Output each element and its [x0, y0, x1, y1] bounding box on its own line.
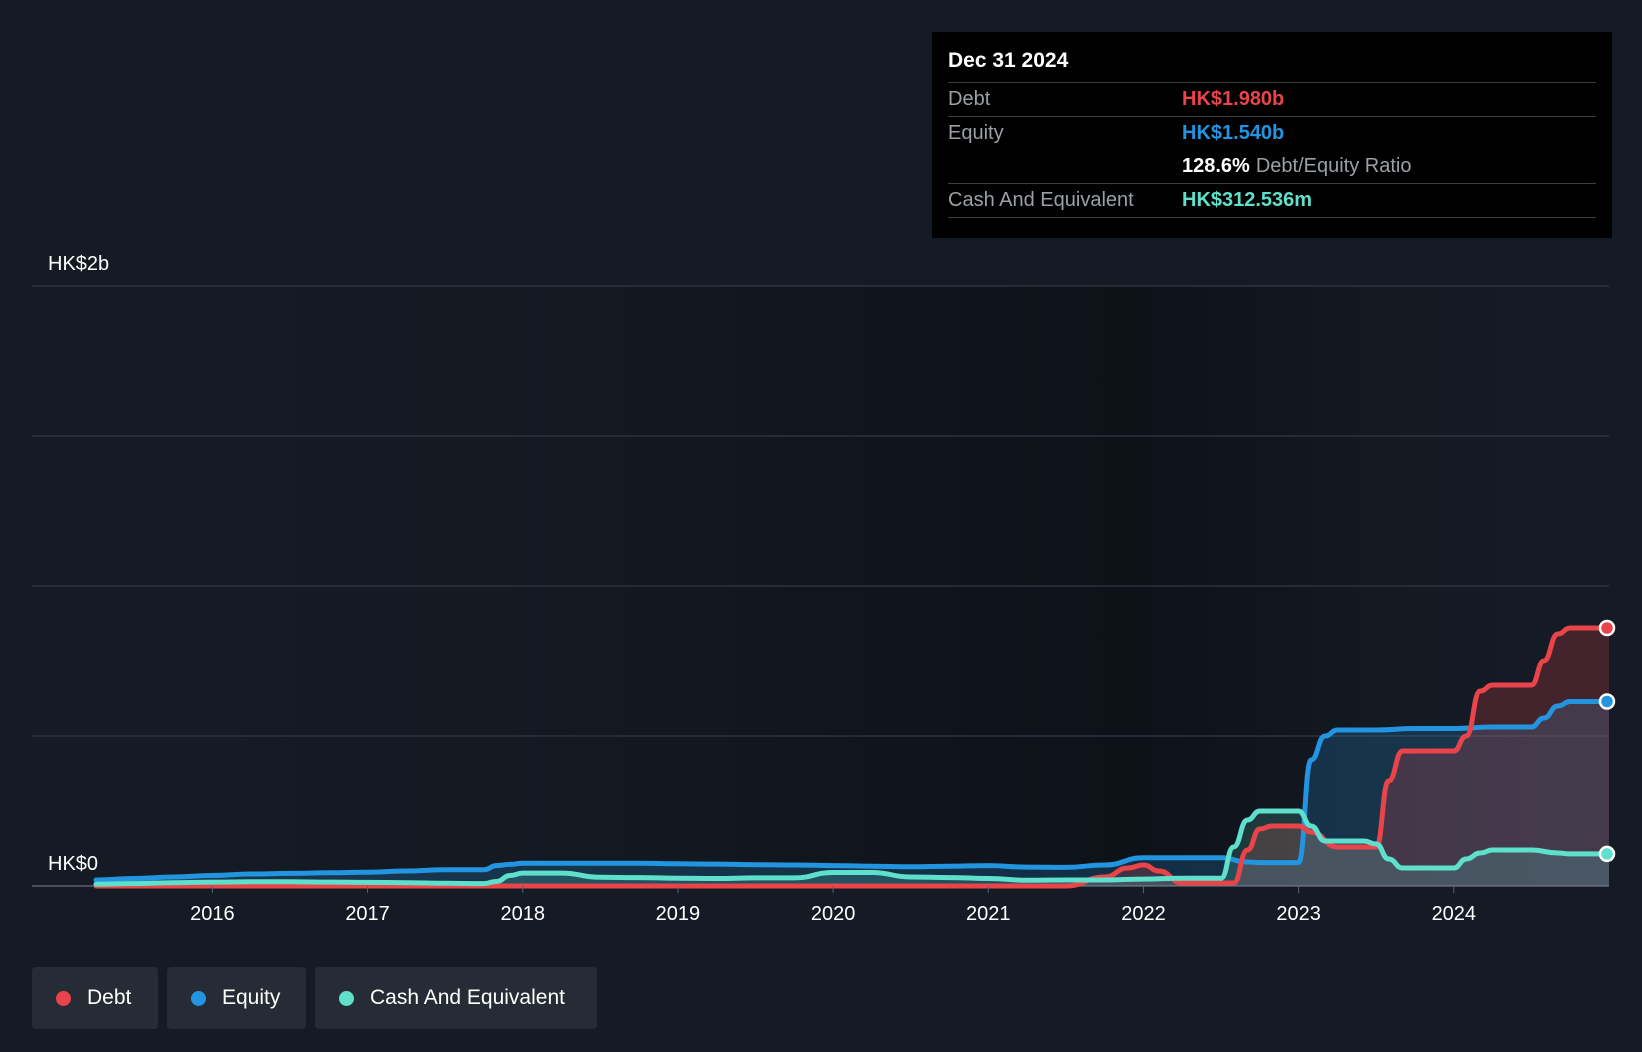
legend: Debt Equity Cash And Equivalent	[32, 967, 597, 1029]
tooltip-equity-value: HK$1.540b	[1182, 122, 1285, 144]
x-tick-label: 2018	[500, 903, 545, 925]
tooltip-equity-label: Equity	[948, 122, 1004, 144]
tooltip-row-debt: Debt HK$1.980b	[948, 82, 1596, 116]
x-tick-label: 2016	[190, 903, 235, 925]
cash-line	[93, 808, 1612, 887]
debt-area	[96, 628, 1609, 886]
tooltip-debt-label: Debt	[948, 88, 991, 110]
cash-dot-icon	[339, 990, 354, 1006]
tooltip-panel: Dec 31 2024 Debt HK$1.980b Equity HK$1.5…	[932, 32, 1612, 238]
y-tick-label-max: HK$2b	[48, 253, 109, 275]
x-tick-label: 2024	[1432, 903, 1477, 925]
x-tick-label: 2022	[1121, 903, 1166, 925]
legend-item-cash[interactable]: Cash And Equivalent	[315, 967, 597, 1029]
tooltip-cash-label: Cash And Equivalent	[948, 189, 1134, 211]
legend-item-debt[interactable]: Debt	[32, 967, 158, 1029]
equity-endpoint	[1598, 693, 1616, 710]
x-axis-ticks: 2016 2017 2018 2019 2020 2021 2022 2023 2024	[190, 886, 1476, 925]
series-lines	[93, 625, 1612, 889]
x-tick-label: 2017	[345, 903, 390, 925]
tooltip-ratio-label: Debt/Equity Ratio	[1255, 155, 1412, 177]
cash-area	[96, 811, 1609, 886]
cash-endpoint	[1598, 845, 1616, 863]
x-tick-label: 2023	[1276, 903, 1321, 925]
tooltip-row-cash: Cash And Equivalent HK$312.536m	[948, 183, 1596, 218]
debt-dot-icon	[56, 990, 71, 1006]
tooltip-ratio-value: 128.6%	[1182, 155, 1250, 177]
tooltip-row-ratio: 128.6% Debt/Equity Ratio	[948, 150, 1596, 183]
tooltip-debt-value: HK$1.980b	[1182, 88, 1285, 110]
equity-line	[93, 698, 1612, 883]
x-tick-label: 2019	[656, 903, 701, 925]
debt-line	[93, 625, 1612, 889]
legend-label-debt: Debt	[87, 986, 132, 1009]
x-tick-label: 2020	[811, 903, 856, 925]
tooltip-row-equity: Equity HK$1.540b	[948, 116, 1596, 150]
x-tick-label: 2021	[966, 903, 1011, 925]
legend-item-equity[interactable]: Equity	[167, 967, 306, 1029]
series-endpoints	[1598, 619, 1616, 863]
tooltip-cash-value: HK$312.536m	[1182, 189, 1313, 211]
tooltip-date: Dec 31 2024	[948, 49, 1069, 72]
y-tick-label-zero: HK$0	[48, 853, 98, 875]
equity-dot-icon	[191, 990, 206, 1006]
debt-endpoint	[1598, 619, 1616, 637]
legend-label-cash: Cash And Equivalent	[370, 986, 565, 1009]
legend-label-equity: Equity	[222, 986, 281, 1009]
